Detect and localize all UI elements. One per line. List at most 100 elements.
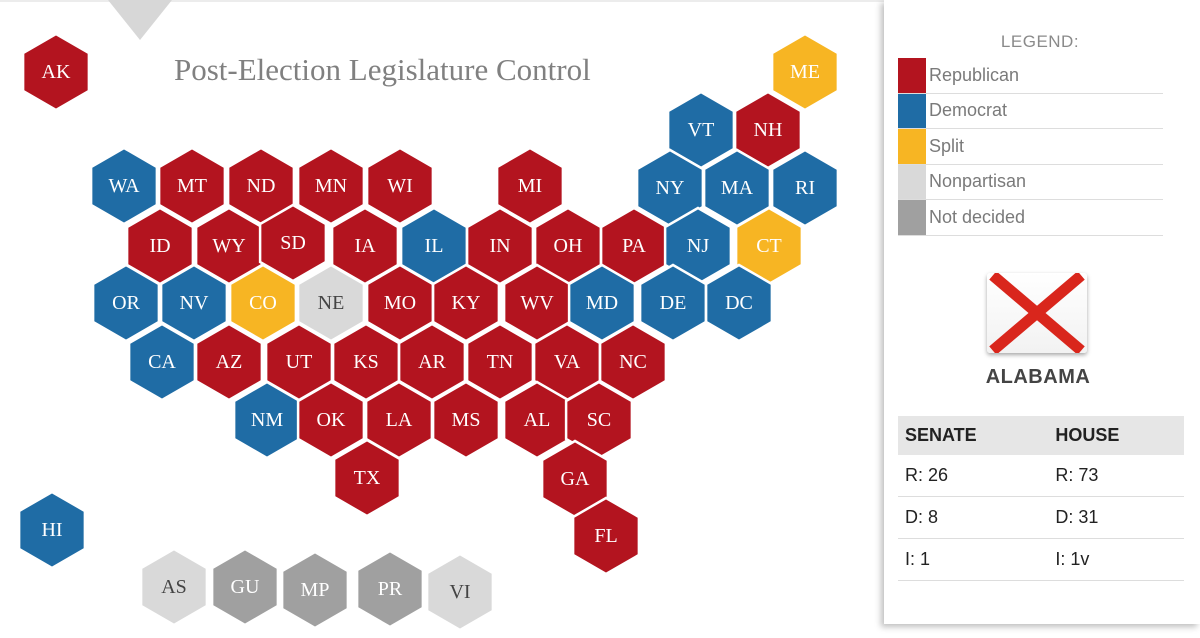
- state-label: MP: [301, 579, 330, 601]
- state-label: UT: [286, 351, 313, 373]
- state-label: MO: [384, 292, 416, 314]
- selected-state-name: ALABAMA: [985, 366, 1091, 388]
- state-hex-vt[interactable]: VT: [666, 90, 736, 170]
- state-label: GA: [561, 468, 590, 490]
- state-label: ID: [149, 235, 170, 257]
- state-label: VA: [554, 351, 581, 373]
- state-label: PR: [378, 578, 403, 600]
- state-label: IN: [489, 235, 510, 257]
- legend-item-nonpartisan[interactable]: Nonpartisan: [898, 164, 1163, 200]
- state-hex-nc[interactable]: NC: [598, 322, 668, 402]
- state-label: DE: [660, 292, 687, 314]
- state-hex-ma[interactable]: MA: [702, 148, 772, 228]
- state-hex-ak[interactable]: AK: [21, 32, 91, 112]
- state-hex-shape: [210, 547, 280, 627]
- state-hex-pa[interactable]: PA: [599, 206, 669, 286]
- legend-item-democrat[interactable]: Democrat: [898, 93, 1163, 129]
- state-hex-co[interactable]: CO: [228, 263, 298, 343]
- state-hex-shape: [159, 263, 229, 343]
- legend-label: Split: [929, 135, 965, 156]
- hex-map: Post-Election Legislature Control AK ME VT…: [17, 0, 840, 632]
- state-hex-ar[interactable]: AR: [397, 322, 467, 402]
- state-label: CO: [249, 292, 277, 314]
- state-label: MS: [452, 409, 481, 431]
- state-hex-shape: [194, 322, 264, 402]
- state-hex-tn[interactable]: TN: [465, 322, 535, 402]
- state-hex-nv[interactable]: NV: [159, 263, 229, 343]
- state-hex-hi[interactable]: HI: [17, 490, 87, 570]
- state-hex-mt[interactable]: MT: [157, 146, 227, 226]
- legend-label: Not decided: [929, 206, 1026, 227]
- state-label: AS: [161, 576, 187, 598]
- state-hex-nd[interactable]: ND: [226, 146, 296, 226]
- state-hex-shape: [355, 549, 425, 629]
- state-hex-shape: [704, 263, 774, 343]
- state-label: NM: [251, 409, 283, 431]
- state-hex-tx[interactable]: TX: [332, 438, 402, 518]
- state-hex-ct[interactable]: CT: [734, 206, 804, 286]
- state-hex-az[interactable]: AZ: [194, 322, 264, 402]
- state-hexes: AK ME VT NH WA MT ND MN WI MI NY MA RI ID WY SD IA IL IN OH…: [17, 32, 840, 632]
- state-label: ND: [247, 175, 276, 197]
- state-hex-ga[interactable]: GA: [540, 439, 610, 519]
- house-democrat: D: 31: [1048, 496, 1184, 539]
- state-hex-shape: [431, 380, 501, 460]
- state-label: HI: [41, 519, 62, 541]
- legend-item-not-decided[interactable]: Not decided: [898, 200, 1163, 236]
- state-hex-mp[interactable]: MP: [280, 550, 350, 630]
- state-label: MA: [721, 177, 754, 199]
- state-label: GU: [231, 576, 260, 598]
- state-hex-shape: [91, 263, 161, 343]
- state-label: RI: [795, 177, 815, 199]
- state-label: VT: [688, 119, 715, 141]
- legend-item-republican[interactable]: Republican: [898, 58, 1163, 94]
- house-header: HOUSE: [1048, 416, 1184, 455]
- state-label: ME: [790, 61, 820, 83]
- house-independent: I: 1v: [1048, 538, 1184, 581]
- state-label: MN: [315, 175, 347, 197]
- state-hex-gu[interactable]: GU: [210, 547, 280, 627]
- senate-header: SENATE: [898, 416, 1049, 455]
- state-hex-ri[interactable]: RI: [770, 148, 840, 228]
- senate-republican: R: 26: [898, 455, 1049, 497]
- legend-swatch-not-decided: [898, 200, 926, 235]
- state-hex-nj[interactable]: NJ: [663, 206, 733, 286]
- state-hex-ok[interactable]: OK: [296, 380, 366, 460]
- state-hex-nh[interactable]: NH: [733, 90, 803, 170]
- state-hex-shape: [296, 380, 366, 460]
- state-label: NC: [619, 351, 647, 373]
- state-label: OR: [112, 292, 140, 314]
- state-hex-wa[interactable]: WA: [89, 146, 159, 226]
- state-hex-vi[interactable]: VI: [425, 552, 495, 632]
- state-label: WY: [212, 235, 245, 257]
- legend-item-split[interactable]: Split: [898, 129, 1163, 165]
- top-border: [0, 0, 884, 2]
- state-label: TX: [354, 467, 381, 489]
- state-hex-or[interactable]: OR: [91, 263, 161, 343]
- state-label: WV: [520, 292, 554, 314]
- state-hex-fl[interactable]: FL: [571, 496, 641, 576]
- state-hex-me[interactable]: ME: [770, 32, 840, 112]
- state-hex-wi[interactable]: WI: [365, 146, 435, 226]
- legend-swatch-split: [898, 129, 926, 164]
- state-hex-shape: [770, 32, 840, 112]
- legend-label: Democrat: [929, 100, 1008, 121]
- state-label: AL: [524, 409, 551, 431]
- state-label: AR: [418, 351, 446, 373]
- state-hex-pr[interactable]: PR: [355, 549, 425, 629]
- state-label: CA: [148, 351, 176, 373]
- state-label: SD: [280, 232, 306, 254]
- state-hex-as[interactable]: AS: [139, 547, 209, 627]
- state-hex-dc[interactable]: DC: [704, 263, 774, 343]
- state-hex-ky[interactable]: KY: [431, 263, 501, 343]
- state-hex-ms[interactable]: MS: [431, 380, 501, 460]
- legend-title: LEGEND:: [1000, 32, 1080, 51]
- state-hex-shape: [431, 263, 501, 343]
- x-flag-icon: [987, 273, 1087, 353]
- state-hex-ne[interactable]: NE: [296, 263, 366, 343]
- state-hex-shape: [425, 552, 495, 632]
- state-label: NV: [180, 292, 209, 314]
- state-hex-mn[interactable]: MN: [296, 146, 366, 226]
- state-label: AZ: [216, 351, 243, 373]
- state-hex-shape: [228, 263, 298, 343]
